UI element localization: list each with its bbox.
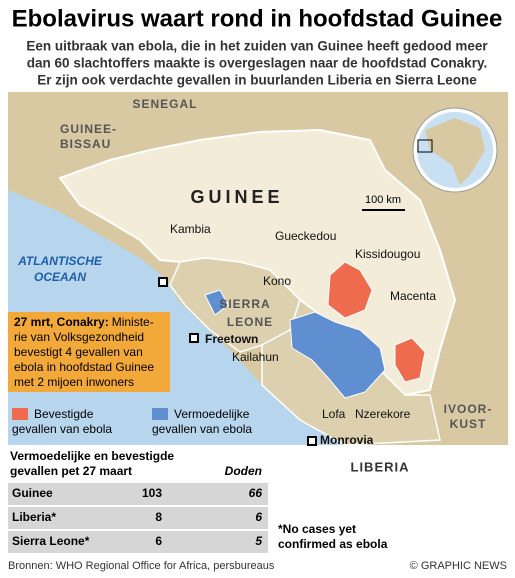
confirmed-area — [327, 261, 373, 319]
confirmed-area — [394, 337, 426, 383]
subtitle: dan 60 slachtoffers maakte is overgeslag… — [27, 56, 487, 71]
legend-label: Vermoedelijke — [174, 407, 250, 421]
inset-box — [417, 139, 433, 153]
callout-text: 27 mrt, Conakry: Ministe- — [14, 315, 154, 329]
place-label: Lofa — [322, 407, 346, 421]
place-label: Nzerekore — [355, 407, 411, 421]
place-label: Gueckedou — [275, 229, 336, 243]
table-caption: Vermoedelijke en bevestigde — [10, 449, 174, 463]
table-row — [8, 483, 268, 505]
country-label: LEONE — [227, 315, 273, 329]
column-header: Doden — [225, 464, 262, 478]
map: 100 km SENEGAL GUINEE- BISSAU GUINEE SIE… — [8, 92, 508, 474]
legend-label: gevallen van ebola — [152, 422, 252, 436]
source: Bronnen: WHO Regional Office for Africa,… — [8, 560, 275, 572]
subtitle: Een uitbraak van ebola, die in het zuide… — [26, 39, 488, 54]
row-name: Liberia* — [12, 510, 56, 524]
legend-swatch — [12, 408, 28, 420]
table-note: *No cases yet — [278, 522, 356, 536]
scale-label: 100 km — [365, 194, 401, 206]
country-label: GUINEE — [190, 187, 283, 207]
country-label: BISSAU — [60, 137, 111, 151]
legend-label: Bevestigde — [34, 407, 94, 421]
place-label: Kono — [263, 274, 291, 288]
capital-marker — [307, 436, 317, 446]
subtitle: Er zijn ook verdachte gevallen in buurla… — [37, 73, 477, 88]
row-cases: 8 — [155, 510, 162, 524]
table-caption: gevallen pet 27 maart — [10, 464, 132, 478]
country-label: GUINEE- — [60, 122, 117, 136]
callout-line: ebola in hoofdstad Guinee — [14, 360, 154, 374]
callout-line: rie van Volksgezondheid — [14, 330, 144, 344]
place-label: Kambia — [170, 222, 211, 236]
title: Ebolavirus waart rond in hoofdstad Guine… — [12, 5, 503, 32]
ocean-label: ATLANTISCHE — [17, 254, 103, 268]
suspected-area — [289, 311, 386, 399]
legend-label: gevallen van ebola — [12, 422, 112, 436]
table-row — [8, 507, 268, 529]
row-name: Sierra Leone* — [12, 534, 90, 548]
row-deaths: 5 — [255, 534, 262, 548]
callout-title: 27 mrt, Conakry: — [14, 315, 109, 329]
country-label: SENEGAL — [132, 97, 197, 111]
callout-box — [8, 312, 170, 392]
legend-swatch — [152, 408, 168, 420]
row-deaths: 66 — [249, 486, 263, 500]
row-deaths: 6 — [255, 510, 262, 524]
place-label: Kailahun — [232, 350, 279, 364]
row-cases: 103 — [142, 486, 162, 500]
country-label: LIBERIA — [351, 459, 410, 474]
ocean-label: OCEAAN — [34, 270, 86, 284]
suspected-area — [204, 289, 229, 316]
callout-line: Ministe- — [112, 315, 154, 329]
table-note: confirmed as ebola — [278, 537, 388, 551]
place-label: Macenta — [390, 289, 436, 303]
callout-line: met 2 mijoen inwoners — [14, 375, 134, 389]
row-cases: 6 — [155, 534, 162, 548]
country-label: KUST — [450, 417, 487, 431]
place-label: Freetown — [205, 332, 258, 346]
place-label: Monrovia — [320, 433, 374, 447]
callout-line: bevestigt 4 gevallen van — [14, 345, 143, 359]
table-row — [8, 531, 268, 553]
country-label: IVOOR- — [444, 402, 493, 416]
row-name: Guinee — [12, 486, 53, 500]
place-label: Kissidougou — [355, 247, 420, 261]
inset-africa — [425, 118, 485, 185]
credit: © GRAPHIC NEWS — [410, 560, 507, 572]
capital-marker — [189, 333, 199, 343]
capital-marker — [158, 277, 168, 287]
country-label: SIERRA — [219, 297, 270, 311]
